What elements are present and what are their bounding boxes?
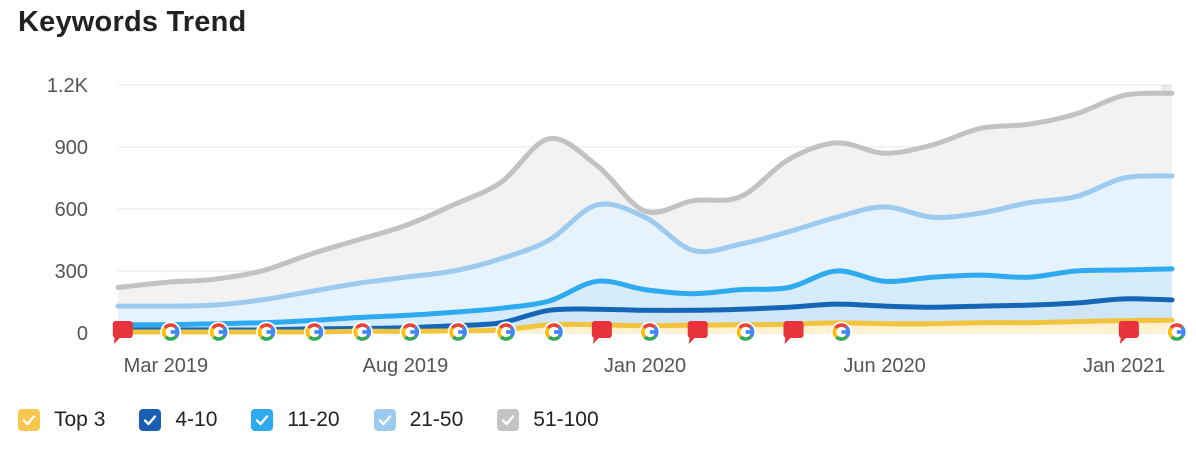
y-tick-label: 300 bbox=[55, 261, 88, 283]
annotation-layer bbox=[112, 321, 1188, 344]
legend-label: 21-50 bbox=[409, 408, 464, 431]
google-update-icon[interactable] bbox=[735, 321, 757, 343]
checkbox-icon[interactable] bbox=[139, 409, 162, 431]
legend-item-21-50[interactable]: 21-50 bbox=[373, 408, 464, 432]
chart-title: Keywords Trend bbox=[18, 6, 247, 38]
x-tick-label: Jan 2020 bbox=[604, 355, 686, 377]
google-update-icon[interactable] bbox=[447, 321, 469, 343]
legend-item-51-100[interactable]: 51-100 bbox=[497, 408, 599, 432]
y-tick-label: 0 bbox=[77, 323, 88, 345]
legend-label: Top 3 bbox=[54, 408, 106, 431]
x-tick-label: Jun 2020 bbox=[843, 355, 925, 377]
google-update-icon[interactable] bbox=[399, 321, 421, 343]
google-update-icon[interactable] bbox=[830, 321, 852, 343]
note-flag-icon[interactable] bbox=[591, 321, 612, 344]
y-tick-label: 900 bbox=[55, 137, 88, 159]
checkbox-icon[interactable] bbox=[373, 409, 396, 431]
legend-item-4-10[interactable]: 4-10 bbox=[139, 408, 217, 432]
note-flag-icon[interactable] bbox=[1118, 321, 1139, 344]
google-update-icon[interactable] bbox=[303, 321, 325, 343]
note-flag-icon[interactable] bbox=[687, 321, 708, 344]
keywords-trend-chart: 0 300 600 900 1.2K Mar 2019 Aug 2019 Jan 2020 J… bbox=[47, 75, 1188, 377]
note-flag-icon[interactable] bbox=[112, 321, 133, 344]
y-axis: 0 300 600 900 1.2K bbox=[47, 75, 89, 345]
legend-label: 51-100 bbox=[533, 408, 599, 431]
google-update-icon[interactable] bbox=[160, 321, 182, 343]
y-tick-label: 600 bbox=[55, 199, 88, 221]
series-line-4-10 bbox=[115, 296, 1175, 333]
google-update-icon[interactable] bbox=[351, 321, 373, 343]
x-tick-label: Jan 2021 bbox=[1083, 355, 1165, 377]
series-line-21-50 bbox=[115, 173, 1175, 309]
legend-item-top3[interactable]: Top 3 bbox=[18, 408, 105, 432]
checkbox-icon[interactable] bbox=[251, 409, 274, 431]
google-update-icon[interactable] bbox=[639, 321, 661, 343]
series-line-51-100 bbox=[115, 90, 1175, 290]
google-update-icon[interactable] bbox=[1166, 321, 1188, 343]
x-tick-label: Aug 2019 bbox=[363, 355, 449, 377]
note-flag-icon[interactable] bbox=[783, 321, 804, 344]
legend-label: 11-20 bbox=[287, 408, 340, 431]
series-line-11-20 bbox=[115, 266, 1175, 328]
y-tick-label: 1.2K bbox=[47, 75, 89, 97]
legend: Top 3 4-10 11-20 21-50 51-100 bbox=[18, 405, 633, 435]
legend-item-11-20[interactable]: 11-20 bbox=[251, 408, 340, 432]
checkbox-icon[interactable] bbox=[18, 409, 40, 431]
google-update-icon[interactable] bbox=[256, 321, 278, 343]
x-tick-label: Mar 2019 bbox=[124, 355, 209, 377]
google-update-icon[interactable] bbox=[495, 321, 517, 343]
google-update-icon[interactable] bbox=[208, 321, 230, 343]
x-axis: Mar 2019 Aug 2019 Jan 2020 Jun 2020 Jan 2021 bbox=[124, 355, 1166, 377]
line-layer bbox=[115, 90, 1175, 335]
google-update-icon[interactable] bbox=[543, 321, 565, 343]
legend-label: 4-10 bbox=[175, 408, 218, 431]
checkbox-icon[interactable] bbox=[497, 409, 520, 431]
